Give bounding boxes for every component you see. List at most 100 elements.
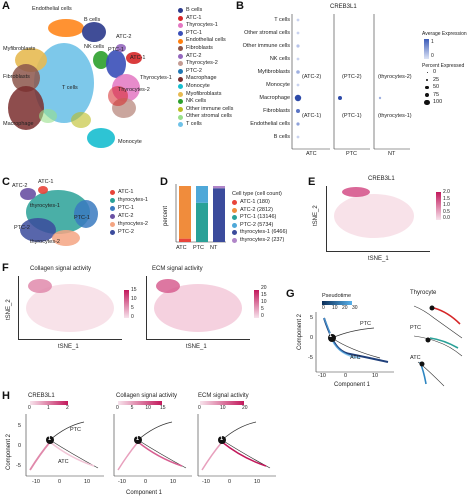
h-scale-3-ticks: 0 10 20	[198, 406, 248, 414]
h-branch-ptc: PTC	[70, 427, 81, 433]
d-legend-item: PTC-2 (5734)	[232, 222, 273, 229]
d-bar-segment	[213, 186, 225, 189]
dotplot-label-ptc-2: (PTC-2)	[342, 74, 362, 80]
a-legend-swatch	[178, 46, 183, 52]
h-scale-3-gradient	[200, 401, 244, 405]
a-legend-item: T cells	[178, 121, 202, 128]
scale-tick: 0.5	[443, 208, 450, 215]
d-bar-segment	[179, 238, 191, 242]
f-left-title: Collagen signal activity	[30, 266, 92, 272]
dotplot-row-label: B cells	[273, 134, 290, 140]
g-ytick-0: 0	[310, 335, 314, 341]
a-legend-item: ATC-2	[178, 53, 201, 60]
panel-letter-f: F	[2, 262, 9, 274]
dotplot-col-atc: ATC	[306, 151, 317, 157]
panel-letter-b: B	[236, 0, 244, 12]
dotplot-row-label: Other immune cells	[242, 43, 290, 49]
dotplot-b	[291, 14, 410, 150]
f-left-xlabel: tSNE_1	[58, 344, 79, 350]
d-legend-swatch	[232, 200, 237, 206]
c-legend-swatch	[110, 214, 115, 220]
c-legend-item: ATC-2	[110, 213, 134, 220]
scale-tick: 15	[160, 405, 166, 411]
dotplot-dot	[296, 44, 300, 48]
scale-tick: 1.5	[443, 195, 450, 202]
dotplot-col-nt: NT	[388, 151, 396, 157]
e-scale-ticks: 2.0 1.5 1.0 0.5 0.0	[443, 190, 463, 222]
a-legend-label: Endothelial cells	[186, 37, 226, 44]
scale-tick: 0	[261, 313, 264, 319]
d-legend-label: ATC-2 (2812)	[240, 206, 273, 213]
e-tsne-points	[334, 187, 414, 238]
dotplot-row-label: NK cells	[269, 56, 290, 62]
scale-tick: 0.0	[443, 215, 450, 221]
cluster-label-macrophage: Macrophage	[3, 121, 34, 127]
g-legend-gradient	[322, 301, 352, 305]
tsne-plot-a	[8, 19, 142, 148]
h-ytick-m5: -5	[16, 463, 21, 469]
h-node-1: 1	[48, 436, 52, 442]
a-legend-item: Thyrocytes-1	[178, 23, 218, 29]
d-bar-segment	[196, 186, 208, 203]
cluster-label-endothelial: Endothelial cells	[32, 6, 72, 12]
f-left-points	[26, 279, 114, 332]
d-bar-segment	[196, 202, 208, 242]
pct-legend-item: 100	[424, 99, 442, 106]
a-legend-label: ATC-1	[186, 14, 202, 21]
f-right-xlabel: tSNE_1	[186, 344, 207, 350]
a-legend-label: Other immune cells	[186, 105, 234, 112]
cluster-label-ptc-1: PTC-1	[108, 47, 124, 53]
a-legend-swatch	[178, 38, 183, 44]
pct-legend-label: 25	[432, 76, 440, 83]
g-right-label-atc: ATC	[410, 355, 421, 361]
f-right-points	[154, 279, 242, 332]
h2-xtick-m10: -10	[118, 479, 126, 485]
tsne-plot-c	[20, 186, 98, 246]
e-xlabel: tSNE_1	[368, 256, 389, 262]
d-legend-title: Cell type (cell count)	[232, 191, 282, 197]
a-legend-item: ATC-1	[178, 14, 202, 22]
scale-tick: 0	[131, 314, 134, 320]
dotplot-dot	[296, 70, 300, 74]
f-ylabel: tSNE_2	[6, 299, 12, 320]
panel-letter-h: H	[2, 390, 10, 402]
d-legend-item: PTC-1 (13146)	[232, 214, 276, 221]
g-legend-title: Pseudotime	[322, 293, 352, 299]
a-legend-item: Macrophage	[178, 76, 217, 82]
c-legend-swatch	[110, 190, 115, 196]
h3-xtick-0: 0	[228, 479, 232, 485]
scale-tick: 10	[145, 405, 151, 411]
h-node-3: 1	[220, 436, 224, 442]
dotplot-label-atc-2: (ATC-2)	[302, 74, 322, 80]
a-legend-item: Other stromal cells	[178, 114, 232, 120]
dotplot-row-label: Monocyte	[266, 82, 290, 88]
d-legend-swatch	[232, 230, 237, 236]
d-bar-segment	[213, 188, 225, 242]
h1-xtick-m10: -10	[32, 479, 40, 485]
pct-legend-item: 50	[424, 84, 439, 91]
g-xlabel: Component 1	[334, 382, 371, 388]
a-legend-item: NK cells	[178, 99, 206, 105]
c-legend-label: ATC-2	[118, 213, 134, 219]
d-xcat-nt: NT	[210, 245, 218, 251]
h1-xtick-10: 10	[84, 479, 91, 485]
cluster-label-nk-cells: NK cells	[84, 44, 105, 50]
c-label-thyrocytes-2: thyrocytes-2	[30, 239, 60, 245]
dotplot-col-ptc: PTC	[346, 151, 357, 157]
h-scale-2-ticks: 0 5 10 15	[116, 406, 166, 414]
h-trajectory-creb3l1	[25, 414, 104, 477]
scale-tick: 15	[261, 292, 267, 298]
g-right-label-ptc: PTC	[410, 325, 421, 331]
h-trajectory-collagen	[113, 414, 192, 477]
pct-legend-dot	[424, 100, 430, 106]
scale-tick: 10	[332, 305, 338, 311]
cluster-label-atc-1: ATC-1	[130, 55, 146, 61]
c-legend-item: PTC-2	[110, 229, 134, 236]
a-legend-label: Myofibroblasts	[186, 90, 222, 97]
scale-tick: 5	[130, 405, 134, 411]
h-xlabel: Component 1	[126, 490, 163, 496]
legend-d: ATC-1 (180) ATC-2 (2812) PTC-1 (13146) PTC-…	[232, 199, 312, 250]
h3-xtick-m10: -10	[202, 479, 210, 485]
a-legend-label: PTC-2	[186, 67, 202, 74]
h3-xtick-10: 10	[254, 479, 261, 485]
